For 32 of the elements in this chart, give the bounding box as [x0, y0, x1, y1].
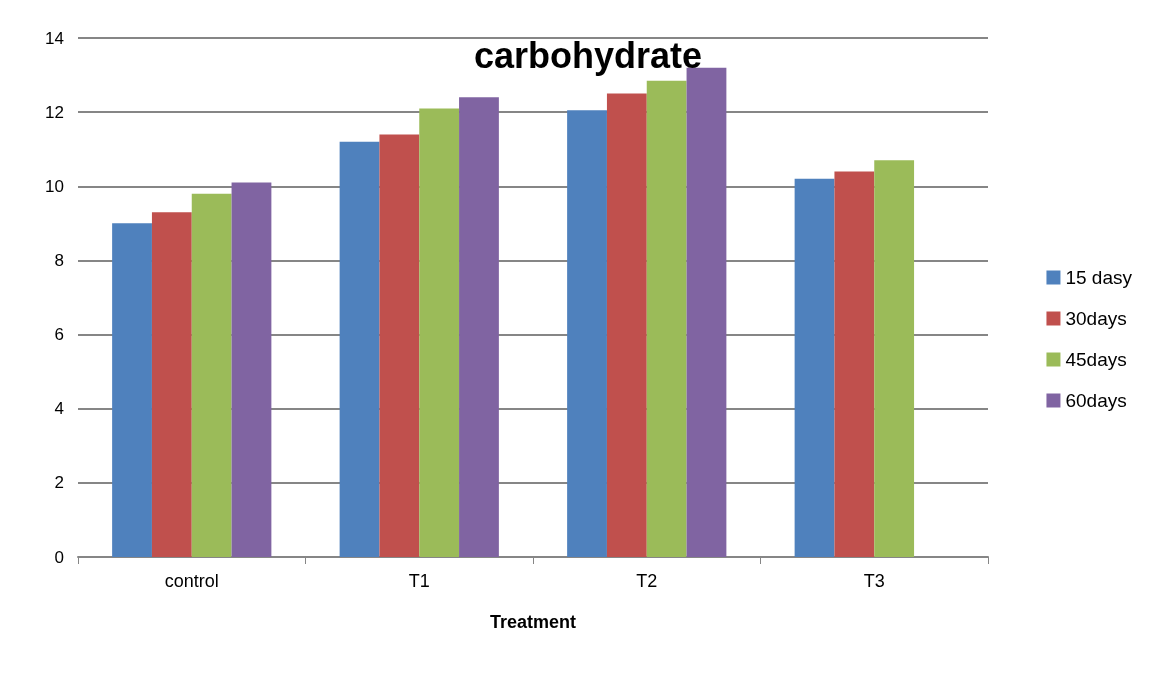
x-tick-label: control	[164, 571, 219, 591]
legend-label: 60days	[1065, 390, 1127, 411]
y-tick-label: 0	[54, 547, 64, 567]
y-tick-label: 2	[54, 473, 64, 493]
bar	[874, 160, 915, 557]
x-tick-label: T2	[636, 571, 658, 591]
y-tick-label: 10	[45, 176, 64, 196]
bar	[419, 108, 460, 557]
x-tick-label: T1	[408, 571, 430, 591]
bar	[606, 93, 647, 557]
legend-label: 30days	[1065, 308, 1127, 329]
x-axis-title: Treatment	[489, 612, 577, 632]
y-tick-label: 8	[54, 250, 64, 270]
y-tick-label: 6	[54, 325, 64, 345]
bar	[151, 212, 192, 557]
bar	[379, 134, 420, 557]
bar	[834, 171, 875, 557]
bar	[231, 182, 272, 557]
y-tick-label: 14	[45, 28, 64, 48]
y-tick-label: 4	[54, 399, 64, 419]
bar	[459, 97, 499, 557]
bar	[339, 141, 380, 557]
legend-label: 45days	[1065, 349, 1127, 370]
y-tick-label: 12	[45, 102, 64, 122]
bar	[567, 110, 607, 557]
bar	[794, 178, 835, 557]
bar	[112, 223, 152, 557]
x-tick-label: T3	[863, 571, 885, 591]
legend-label: 15 dasy	[1065, 267, 1133, 288]
chart-title: carbohydrate	[473, 34, 703, 76]
bar	[191, 193, 232, 557]
bar	[646, 80, 687, 557]
